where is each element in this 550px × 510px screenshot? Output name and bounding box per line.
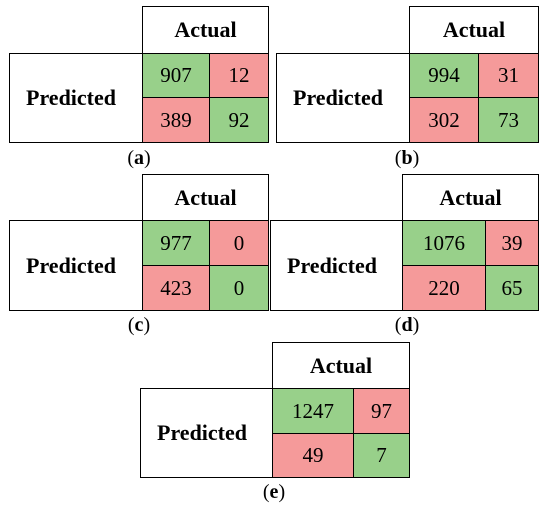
- caption-c: (c): [127, 314, 151, 336]
- caption-a: (a): [127, 147, 151, 169]
- false-positive-cell: 97: [353, 388, 410, 434]
- false-positive-cell: 31: [478, 53, 539, 98]
- true-negative-cell: 7: [353, 433, 410, 478]
- false-negative-cell: 220: [402, 265, 486, 311]
- actual-header: Actual: [272, 342, 410, 389]
- caption-e: (e): [262, 481, 286, 503]
- false-negative-cell: 389: [142, 97, 210, 143]
- true-positive-cell: 907: [142, 53, 210, 98]
- true-negative-cell: 92: [209, 97, 269, 143]
- true-negative-cell: 65: [485, 265, 539, 311]
- false-positive-cell: 0: [209, 220, 269, 266]
- false-positive-cell: 39: [485, 220, 539, 266]
- actual-header: Actual: [142, 174, 269, 221]
- true-negative-cell: 73: [478, 97, 539, 143]
- false-negative-cell: 49: [272, 433, 354, 478]
- actual-header: Actual: [142, 6, 269, 54]
- false-negative-cell: 302: [409, 97, 479, 143]
- false-negative-cell: 423: [142, 265, 210, 311]
- actual-header: Actual: [402, 174, 539, 221]
- caption-d: (d): [394, 314, 420, 336]
- caption-b: (b): [394, 147, 420, 169]
- false-positive-cell: 12: [209, 53, 269, 98]
- actual-header: Actual: [409, 6, 539, 54]
- true-negative-cell: 0: [209, 265, 269, 311]
- true-positive-cell: 977: [142, 220, 210, 266]
- true-positive-cell: 1247: [272, 388, 354, 434]
- true-positive-cell: 1076: [402, 220, 486, 266]
- true-positive-cell: 994: [409, 53, 479, 98]
